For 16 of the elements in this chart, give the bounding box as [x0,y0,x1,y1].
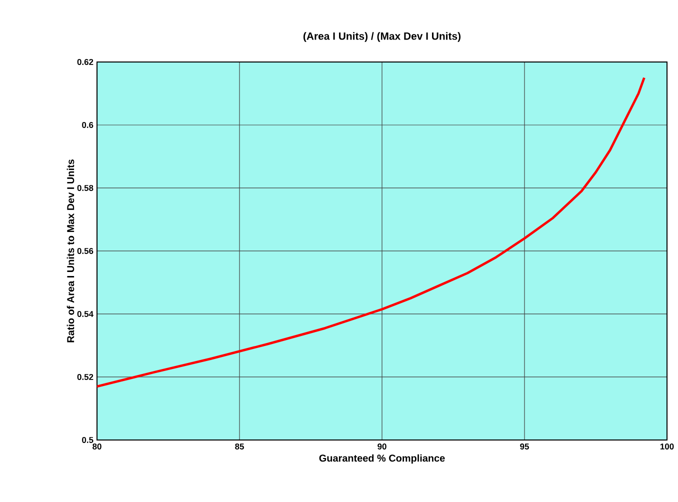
x-tick-label: 100 [660,444,674,450]
y-tick-label: 0.56 [77,248,94,254]
x-axis-title: Guaranteed % Compliance [319,454,445,464]
y-tick-label: 0.54 [77,310,94,317]
line-series [97,76,646,388]
y-axis-title: Ratio of Area I Units to Max Dev I Units [66,160,74,342]
x-tick-label: 95 [520,444,529,450]
y-tick-label: 0.52 [77,374,94,380]
x-tick-label: 85 [235,444,244,450]
y-tick-label: 0.5 [82,436,94,443]
x-tick-label: 90 [378,444,386,450]
y-tick-label: 0.6 [82,122,94,128]
y-tick-label: 0.62 [77,58,94,65]
y-tick-label: 0.58 [77,184,94,191]
x-tick-label: 80 [92,444,102,450]
chart-title: (Area I Units) / (Max Dev I Units) [303,32,461,42]
